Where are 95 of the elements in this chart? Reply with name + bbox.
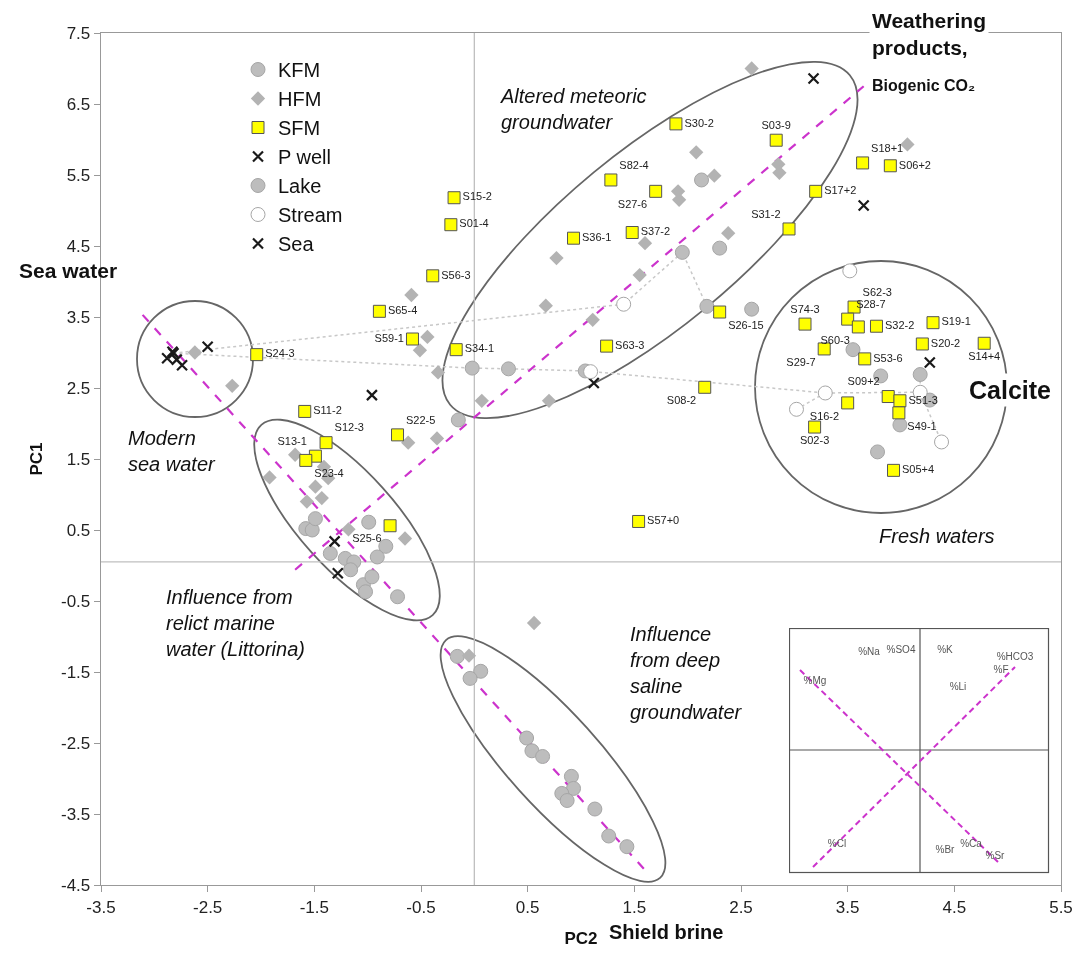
annotation: Fresh waters — [879, 525, 995, 547]
data-label: S59-1 — [374, 331, 404, 344]
data-label: S02-3 — [799, 433, 830, 446]
annotation: %SO4 — [886, 644, 916, 655]
y-tick-label: -4.5 — [61, 875, 91, 895]
x-tick-label: 2.5 — [729, 897, 753, 917]
x-tick-label: 4.5 — [942, 897, 967, 917]
data-label: S08-2 — [666, 394, 697, 407]
y-tick-label: -3.5 — [61, 804, 91, 824]
annotation: %Mg — [803, 675, 827, 686]
data-label: S24-3 — [265, 347, 295, 360]
data-label: S14+4 — [968, 350, 1001, 363]
y-axis-title: PC1 — [26, 442, 46, 476]
legend-label: Stream — [278, 204, 343, 227]
data-label: S56-3 — [441, 268, 471, 281]
y-tick-label: 4.5 — [66, 236, 91, 256]
legend-label: Sea — [278, 233, 315, 256]
data-label: S11-2 — [313, 404, 342, 417]
data-label: S63-3 — [615, 338, 645, 351]
annotation: Altered meteoric groundwater — [500, 85, 647, 133]
x-tick-label: -2.5 — [193, 897, 223, 917]
y-tick-label: -1.5 — [61, 662, 91, 682]
x-tick-label: 3.5 — [835, 897, 860, 917]
annotation: Influence from deep saline groundwater — [630, 623, 743, 723]
y-tick-label: -2.5 — [61, 733, 91, 753]
data-label: S09+2 — [847, 375, 880, 388]
data-label: S34-1 — [464, 342, 495, 355]
annotation: %Ca — [960, 838, 983, 849]
data-label: S15-2 — [462, 190, 492, 203]
annotation: Calcite — [969, 376, 1052, 404]
data-label: S16-2 — [809, 409, 840, 422]
annotation: %Br — [935, 844, 956, 855]
annotation: Modern sea water — [128, 427, 217, 475]
y-tick-label: 5.5 — [66, 165, 91, 185]
x-tick-label: 0.5 — [515, 897, 540, 917]
data-label: S30-2 — [684, 116, 714, 129]
y-tick-label: 7.5 — [66, 23, 91, 43]
annotation: %HCO3 — [996, 651, 1034, 662]
data-label: S06+2 — [898, 158, 931, 171]
y-tick-label: 6.5 — [66, 94, 91, 114]
x-tick-label: -0.5 — [406, 897, 436, 917]
data-label: S36-1 — [582, 230, 612, 243]
data-label: S53-6 — [873, 351, 903, 364]
legend-label: SFM — [278, 117, 321, 140]
y-tick-label: 0.5 — [66, 520, 91, 540]
annotation: %F — [993, 664, 1009, 675]
data-label: S01-4 — [459, 217, 489, 230]
annotation: %Sr — [985, 850, 1006, 861]
text: Shield brine — [609, 921, 724, 943]
legend-label: KFM — [278, 59, 321, 82]
data-label: S05+4 — [902, 463, 935, 476]
data-label: S37-2 — [640, 225, 671, 238]
data-label: S32-2 — [884, 318, 915, 331]
data-label: S17+2 — [824, 184, 857, 197]
data-label: S18+1 — [871, 141, 904, 154]
annotation: Influence from relict marine water (Littorina) — [166, 586, 305, 660]
y-tick-label: 2.5 — [66, 378, 91, 398]
data-label: S57+0 — [647, 514, 680, 527]
annotation: %Cl — [827, 838, 847, 849]
data-label: S19-1 — [941, 315, 971, 328]
annotation: Sea water — [19, 259, 118, 282]
data-label: S31-2 — [751, 207, 781, 220]
x-axis-title: PC2 — [564, 928, 598, 948]
y-tick-label: 3.5 — [66, 307, 91, 327]
x-tick-label: -1.5 — [299, 897, 329, 917]
data-label: S25-6 — [352, 532, 382, 545]
legend-label: HFM — [278, 88, 322, 111]
data-label: S51-3 — [908, 393, 938, 406]
data-label: S13-1 — [277, 434, 307, 447]
data-label: S26-15 — [728, 318, 764, 331]
data-label: S60-3 — [820, 333, 850, 346]
data-label: S49-1 — [907, 419, 937, 432]
data-label: S12-3 — [334, 421, 364, 434]
data-label: S20-2 — [930, 336, 961, 349]
legend-label: P well — [278, 146, 331, 169]
y-tick-label: 1.5 — [66, 449, 91, 469]
x-tick-label: 1.5 — [622, 897, 647, 917]
data-label: S29-7 — [786, 355, 816, 368]
annotation: Weathering products, — [872, 9, 986, 60]
annotation: Biogenic CO₂ — [872, 77, 976, 94]
annotation: %Na — [858, 646, 881, 657]
data-label: S74-3 — [790, 302, 820, 315]
data-label: S82-4 — [619, 158, 649, 171]
data-label: S65-4 — [387, 304, 418, 317]
annotation: %Li — [949, 681, 967, 692]
data-label: S27-6 — [617, 198, 648, 211]
data-label: S62-3 — [862, 285, 892, 298]
y-tick-label: -0.5 — [61, 591, 91, 611]
x-tick-label: 5.5 — [1049, 897, 1073, 917]
data-label: S22-5 — [406, 413, 436, 426]
x-tick-label: -3.5 — [86, 897, 116, 917]
data-label: S03-9 — [761, 118, 791, 131]
legend-label: Lake — [278, 175, 322, 198]
annotation: %K — [937, 644, 954, 655]
data-label: S23-4 — [314, 467, 344, 480]
